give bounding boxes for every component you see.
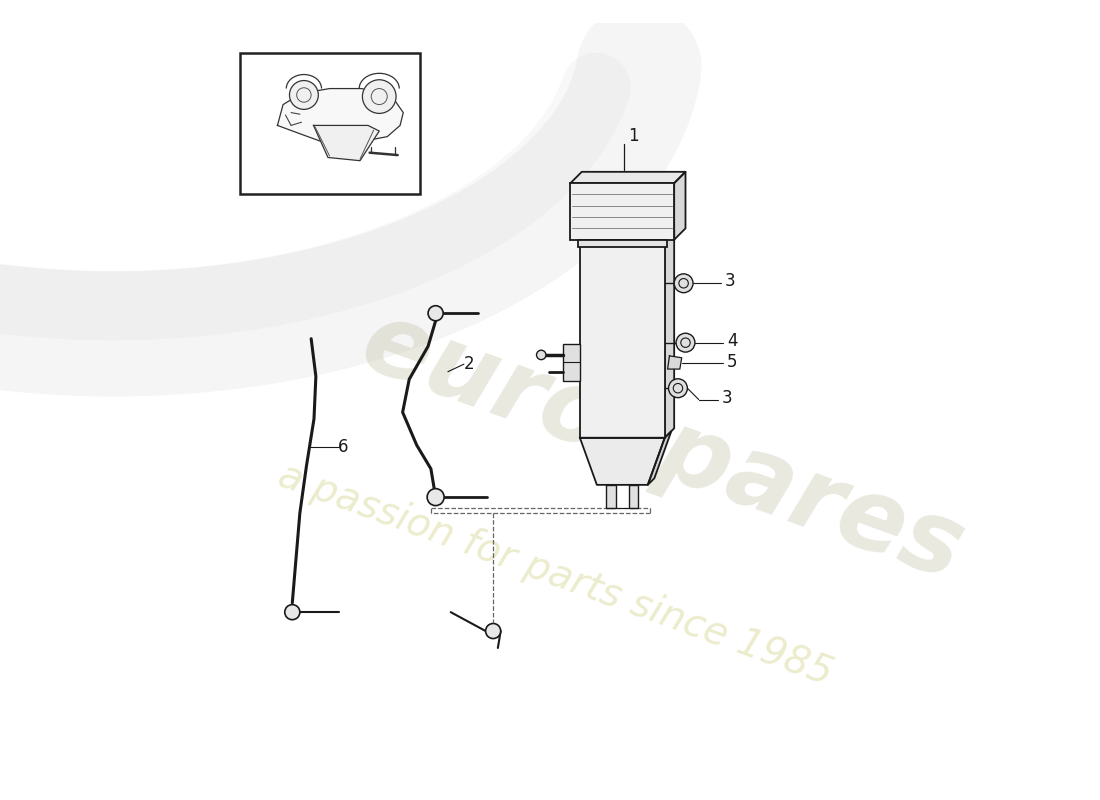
Circle shape xyxy=(676,334,695,352)
Bar xyxy=(563,344,580,382)
Polygon shape xyxy=(674,172,685,240)
Text: 4: 4 xyxy=(727,332,737,350)
Bar xyxy=(571,183,674,240)
Polygon shape xyxy=(277,89,404,143)
Polygon shape xyxy=(664,230,674,438)
Text: 5: 5 xyxy=(727,353,737,370)
Text: eurospares: eurospares xyxy=(349,294,977,601)
Polygon shape xyxy=(580,230,674,240)
Circle shape xyxy=(362,80,396,114)
Circle shape xyxy=(674,274,693,293)
Circle shape xyxy=(285,605,300,620)
Bar xyxy=(241,53,419,194)
Text: 1: 1 xyxy=(628,127,639,145)
Polygon shape xyxy=(314,126,380,161)
Text: 3: 3 xyxy=(722,389,732,406)
Polygon shape xyxy=(648,431,671,485)
Bar xyxy=(606,485,616,509)
Text: 6: 6 xyxy=(338,438,348,456)
Polygon shape xyxy=(580,438,664,485)
Circle shape xyxy=(428,306,443,321)
Polygon shape xyxy=(571,172,685,183)
Circle shape xyxy=(289,81,318,110)
Circle shape xyxy=(669,378,688,398)
Polygon shape xyxy=(668,356,682,369)
Text: a passion for parts since 1985: a passion for parts since 1985 xyxy=(274,456,838,693)
Bar xyxy=(629,485,638,509)
Circle shape xyxy=(485,623,501,638)
Circle shape xyxy=(537,350,546,360)
Bar xyxy=(578,240,667,247)
Circle shape xyxy=(427,489,444,506)
Text: 3: 3 xyxy=(725,272,736,290)
Bar xyxy=(580,240,664,438)
Text: 2: 2 xyxy=(464,355,474,373)
